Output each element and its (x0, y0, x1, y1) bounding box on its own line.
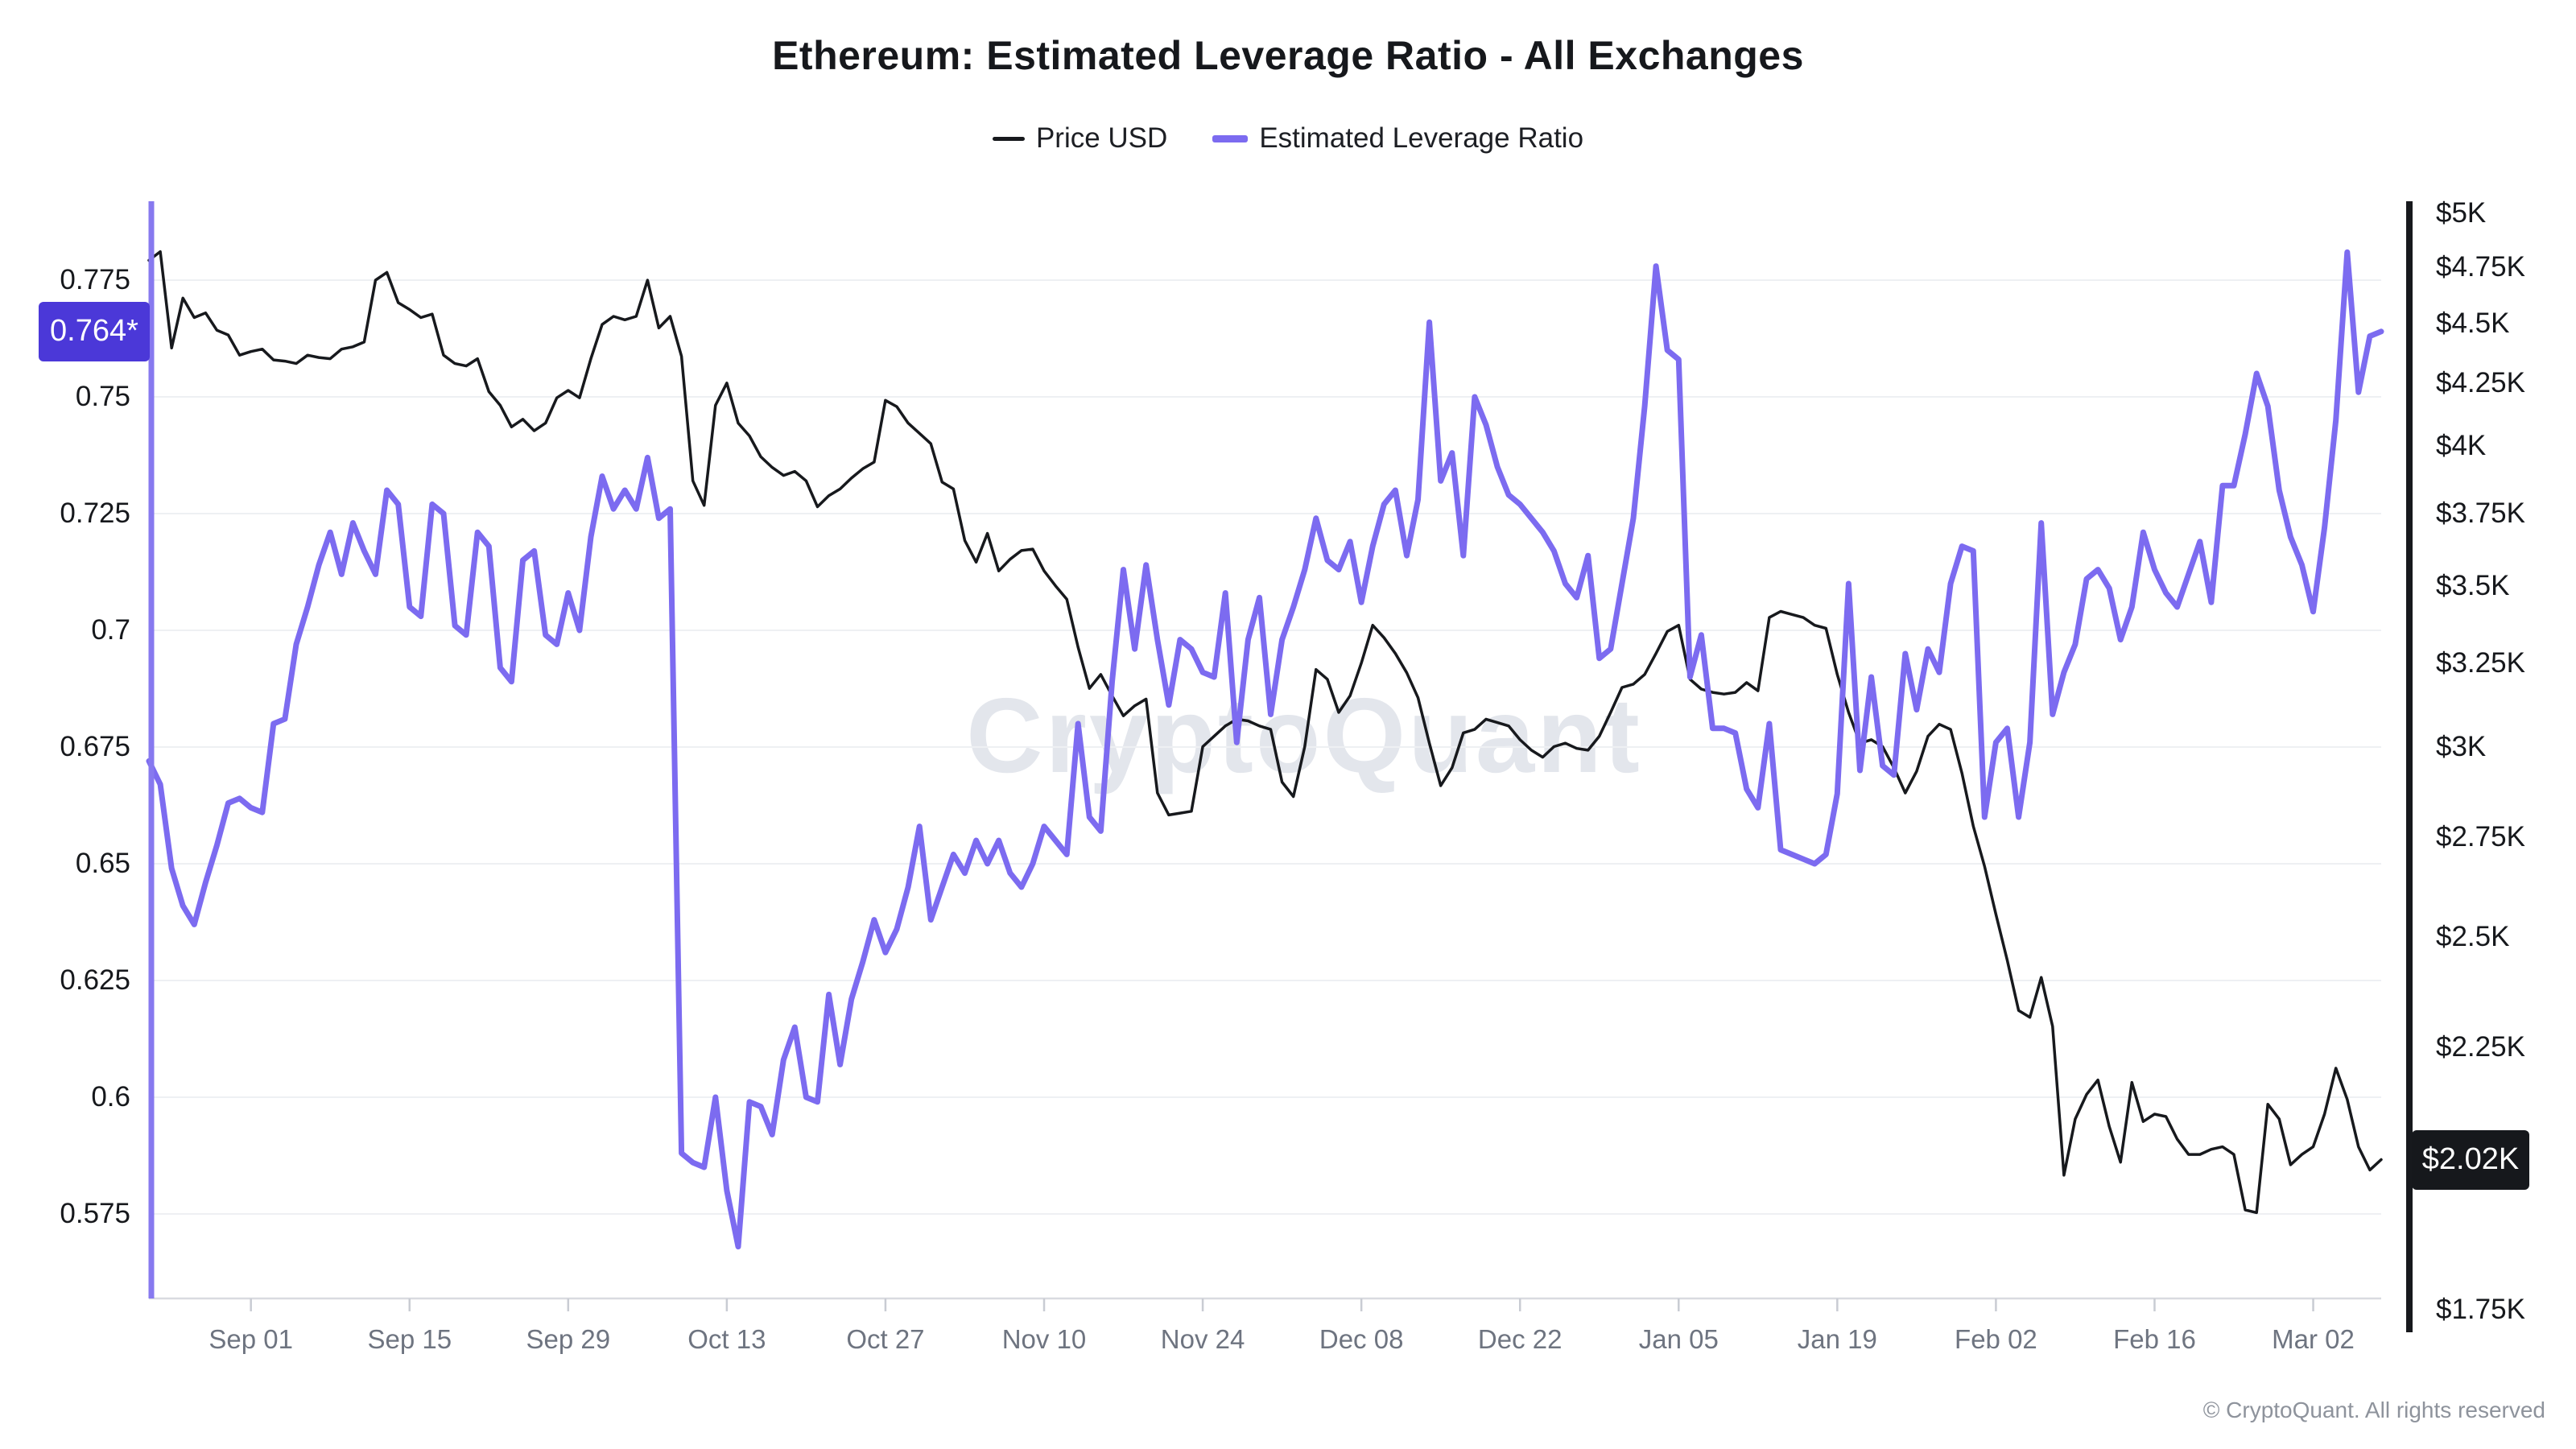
leverage-line-swatch-icon (1212, 134, 1249, 142)
legend-label-leverage: Estimated Leverage Ratio (1259, 122, 1584, 154)
right-axis-tick-label: $2.75K (2436, 821, 2525, 853)
copyright-note: © CryptoQuant. All rights reserved (2202, 1397, 2545, 1422)
x-axis-tick-label: Dec 22 (1477, 1324, 1563, 1354)
right-axis-tick-label: $2.5K (2436, 920, 2510, 952)
left-axis-tick-label: 0.775 (60, 264, 130, 295)
x-axis-tick-label: Sep 29 (526, 1324, 611, 1354)
x-axis-tick-label: Jan 05 (1638, 1324, 1719, 1354)
legend-item-leverage: Estimated Leverage Ratio (1212, 122, 1583, 155)
legend-label-price: Price USD (1035, 122, 1168, 154)
left-axis-tick-label: 0.7 (91, 614, 130, 646)
right-axis-tick-label: $1.75K (2436, 1293, 2525, 1325)
price-line (147, 250, 2383, 1215)
left-axis-tick-label: 0.625 (60, 964, 130, 996)
right-axis-tick-label: $4K (2436, 430, 2487, 462)
left-axis-tick-label: 0.6 (91, 1081, 130, 1113)
x-axis-tick-label: Oct 27 (846, 1324, 925, 1354)
right-axis-tick-label: $3K (2436, 730, 2487, 762)
legend-item-price: Price USD (992, 122, 1168, 155)
left-axis-tick-label: 0.575 (60, 1198, 130, 1229)
x-axis-tick-label: Jan 19 (1797, 1324, 1877, 1354)
leverage-line (146, 249, 2384, 1250)
left-axis-tick-label: 0.725 (60, 497, 130, 529)
right-axis-tick-label: $4.25K (2436, 366, 2525, 398)
right-axis-tick-label: $3.25K (2436, 646, 2525, 679)
x-axis-tick-label: Oct 13 (687, 1324, 766, 1354)
right-axis-tick-label: $3.5K (2436, 569, 2510, 601)
right-axis-tick-label: $4.5K (2436, 307, 2510, 339)
right-axis-tick-label: $2.25K (2436, 1030, 2525, 1063)
legend: Price USD Estimated Leverage Ratio (0, 122, 2576, 155)
x-axis-tick-label: Feb 16 (2113, 1324, 2196, 1354)
right-axis-tick-label: $5K (2436, 197, 2487, 229)
x-axis-tick-label: Mar 02 (2272, 1324, 2355, 1354)
leverage-current-value-badge: 0.764* (39, 301, 150, 361)
x-axis-tick-label: Sep 01 (208, 1324, 293, 1354)
left-axis-tick-label: 0.675 (60, 731, 130, 762)
x-axis-tick-label: Dec 08 (1319, 1324, 1404, 1354)
right-axis-tick-label: $4.75K (2436, 250, 2525, 283)
price-current-value-badge: $2.02K (2412, 1129, 2529, 1190)
x-axis-tick-label: Feb 02 (1955, 1324, 2037, 1354)
left-axis-tick-label: 0.75 (75, 381, 130, 412)
left-axis-tick-label: 0.65 (75, 848, 130, 879)
price-line-swatch-icon (992, 136, 1025, 141)
right-axis-tick-label: $3.75K (2436, 497, 2525, 530)
x-axis-tick-label: Sep 15 (367, 1324, 452, 1354)
x-axis-tick-label: Nov 24 (1160, 1324, 1245, 1354)
x-axis-tick-label: Nov 10 (1001, 1324, 1087, 1354)
page-title: Ethereum: Estimated Leverage Ratio - All… (772, 33, 1804, 78)
